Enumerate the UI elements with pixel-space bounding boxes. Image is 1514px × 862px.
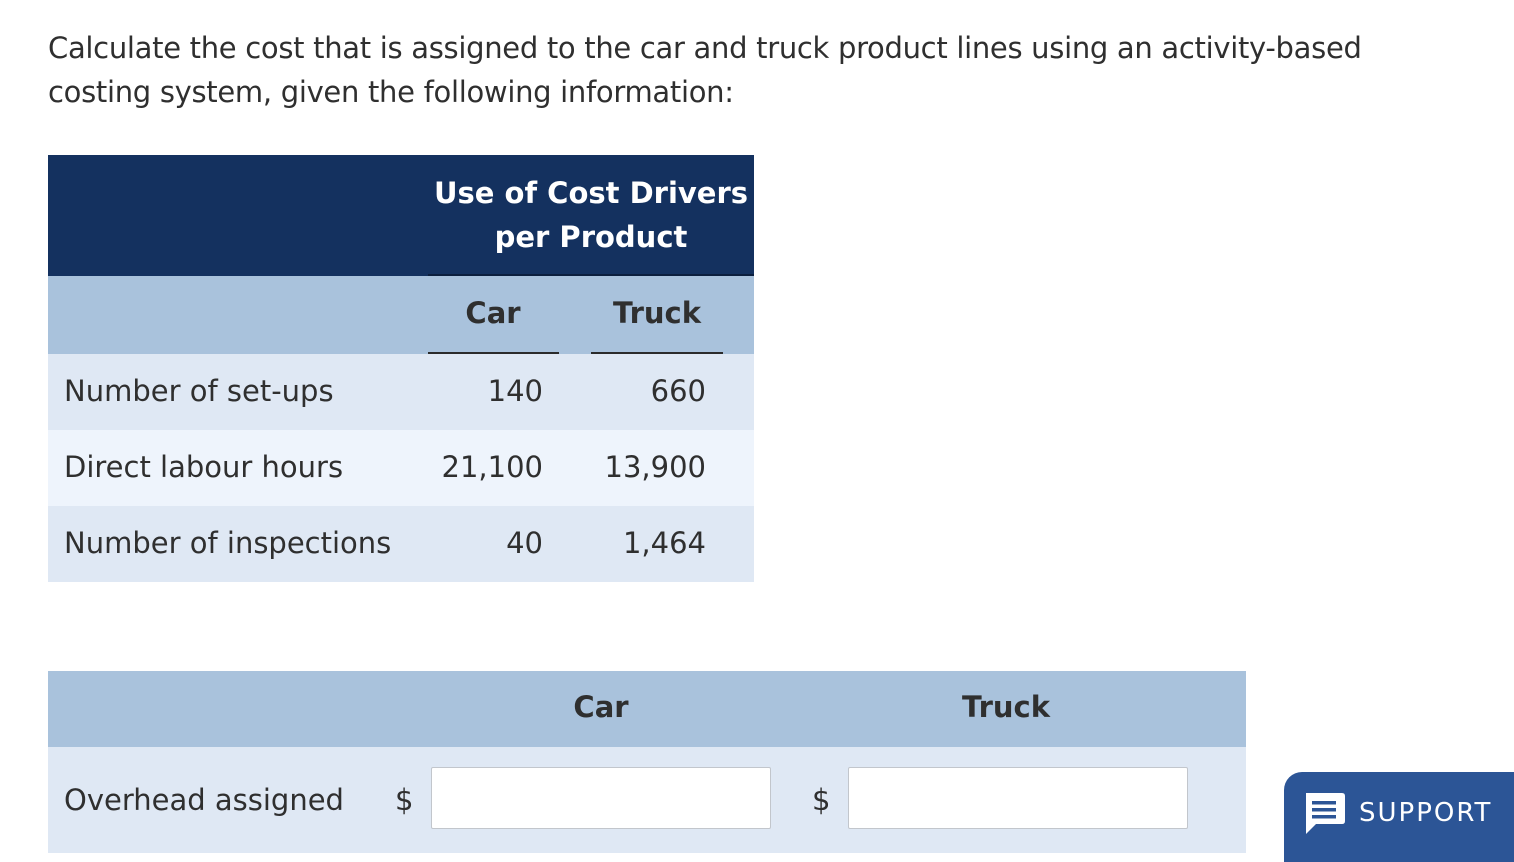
truck-overhead-input[interactable] <box>848 767 1188 829</box>
cost-drivers-table: Use of Cost Drivers per Product Car Truc… <box>48 155 754 582</box>
truck-value: 660 <box>650 374 706 408</box>
chat-bubble-icon <box>1306 793 1345 834</box>
truck-value: 13,900 <box>604 450 706 484</box>
truck-currency-symbol: $ <box>812 783 831 817</box>
truck-value: 1,464 <box>622 526 706 560</box>
table-row: Number of inspections 40 1,464 <box>48 506 754 582</box>
answer-column-car: Car <box>573 690 629 724</box>
overhead-assigned-label: Overhead assigned <box>64 783 344 817</box>
car-value: 21,100 <box>441 450 543 484</box>
car-currency-symbol: $ <box>395 783 414 817</box>
support-label: SUPPORT <box>1359 798 1493 828</box>
table-header: Use of Cost Drivers per Product <box>48 155 754 276</box>
support-button[interactable]: SUPPORT <box>1284 772 1514 862</box>
column-header-car: Car <box>465 296 521 330</box>
row-label: Number of set-ups <box>64 374 334 408</box>
row-label: Direct labour hours <box>64 450 344 484</box>
answer-column-truck: Truck <box>961 690 1051 724</box>
car-value: 40 <box>506 526 543 560</box>
table-row: Number of set-ups 140 660 <box>48 354 754 430</box>
car-value: 140 <box>487 374 543 408</box>
column-underline-truck <box>591 352 723 354</box>
answer-table: Car Truck Overhead assigned $ $ <box>48 671 1246 853</box>
header-underline <box>428 274 754 276</box>
car-overhead-input[interactable] <box>431 767 771 829</box>
column-header-row: Car Truck <box>48 276 754 354</box>
header-title-line2: per Product <box>494 220 688 254</box>
table-row: Direct labour hours 21,100 13,900 <box>48 430 754 506</box>
table-header-title: Use of Cost Drivers per Product <box>428 171 754 259</box>
answer-header-row: Car Truck <box>48 671 1246 747</box>
question-text: Calculate the cost that is assigned to t… <box>48 31 1362 109</box>
column-underline-car <box>428 352 559 354</box>
header-title-line1: Use of Cost Drivers <box>433 176 749 210</box>
column-header-truck: Truck <box>612 296 702 330</box>
row-label: Number of inspections <box>64 526 392 560</box>
overhead-assigned-row: Overhead assigned $ $ <box>48 747 1246 853</box>
